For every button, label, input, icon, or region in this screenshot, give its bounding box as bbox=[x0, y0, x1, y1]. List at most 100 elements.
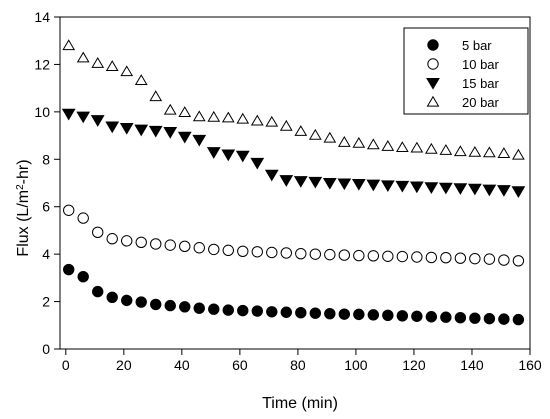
data-point bbox=[206, 147, 221, 159]
data-point bbox=[324, 248, 336, 261]
data-point bbox=[497, 185, 511, 197]
tick-labels: 0 20 40 60 80 100 120 140 160 0 2 4 6 8 10 12 14 bbox=[34, 9, 541, 373]
data-point bbox=[121, 294, 133, 307]
data-point bbox=[453, 145, 467, 157]
data-point bbox=[308, 128, 322, 140]
data-point bbox=[351, 178, 366, 191]
data-point bbox=[396, 310, 409, 322]
data-point bbox=[106, 291, 118, 304]
data-point bbox=[366, 138, 380, 150]
data-point bbox=[106, 233, 118, 245]
data-point bbox=[352, 136, 366, 148]
data-point bbox=[135, 296, 147, 308]
data-point bbox=[207, 110, 221, 122]
data-point bbox=[483, 312, 496, 325]
legend-label: 20 bar bbox=[462, 95, 500, 110]
data-point bbox=[150, 298, 162, 311]
data-point bbox=[121, 235, 133, 247]
legend-label: 5 bar bbox=[462, 38, 492, 53]
series-5-bar bbox=[63, 263, 525, 326]
data-point bbox=[266, 246, 278, 259]
x-axis-label: Time (min) bbox=[262, 395, 338, 412]
data-point bbox=[382, 309, 394, 322]
legend-marker bbox=[427, 58, 439, 70]
data-point bbox=[192, 134, 207, 147]
x-tick-label: 40 bbox=[174, 357, 190, 373]
data-point bbox=[323, 131, 337, 143]
data-point bbox=[179, 240, 191, 253]
data-point bbox=[265, 115, 279, 127]
data-point bbox=[179, 301, 191, 313]
data-point bbox=[134, 124, 149, 137]
data-point bbox=[498, 313, 510, 325]
data-point bbox=[236, 112, 250, 124]
data-point bbox=[149, 90, 163, 102]
data-point bbox=[280, 247, 292, 259]
data-point bbox=[105, 121, 120, 134]
data-point bbox=[498, 254, 510, 266]
y-axis-label-unit: -hr) bbox=[15, 159, 32, 184]
data-point bbox=[468, 145, 482, 157]
data-point bbox=[382, 250, 394, 262]
data-point bbox=[208, 243, 220, 256]
data-point bbox=[353, 308, 365, 321]
y-tick-label: 8 bbox=[42, 151, 50, 167]
data-point bbox=[178, 106, 192, 117]
data-point bbox=[77, 270, 89, 283]
data-point bbox=[192, 110, 206, 122]
data-point bbox=[264, 169, 279, 182]
data-point bbox=[279, 119, 293, 131]
data-point bbox=[293, 176, 308, 188]
data-point bbox=[396, 250, 409, 263]
data-point bbox=[250, 114, 264, 126]
y-tick-label: 10 bbox=[34, 104, 50, 120]
data-point bbox=[425, 311, 438, 323]
data-point bbox=[295, 247, 307, 260]
data-point bbox=[251, 246, 263, 258]
data-point bbox=[482, 184, 497, 197]
data-point bbox=[163, 103, 177, 115]
data-point bbox=[250, 157, 265, 170]
data-point bbox=[266, 306, 278, 318]
data-point bbox=[324, 307, 336, 320]
data-point bbox=[222, 244, 234, 257]
data-point bbox=[367, 309, 380, 321]
data-point bbox=[395, 180, 410, 193]
legend-marker bbox=[427, 39, 439, 51]
data-point bbox=[251, 305, 263, 317]
data-point bbox=[440, 311, 452, 323]
legend-label: 15 bar bbox=[462, 76, 500, 91]
data-point bbox=[105, 60, 119, 71]
data-markers bbox=[61, 39, 526, 326]
legend: 5 bar 10 bar 15 bar 20 bar bbox=[403, 27, 529, 115]
x-tick-label: 80 bbox=[290, 357, 306, 373]
data-point bbox=[468, 183, 482, 196]
data-point bbox=[90, 115, 105, 127]
data-point bbox=[366, 179, 381, 192]
data-point bbox=[119, 122, 134, 135]
plot-border bbox=[59, 16, 531, 350]
data-point bbox=[163, 127, 178, 139]
data-point bbox=[208, 303, 220, 315]
data-point bbox=[425, 251, 438, 264]
data-point bbox=[222, 304, 234, 316]
data-point bbox=[483, 253, 496, 265]
axis-ticks bbox=[54, 16, 531, 355]
data-point bbox=[279, 175, 294, 187]
data-point bbox=[483, 146, 496, 158]
plot-area bbox=[59, 16, 531, 350]
data-point bbox=[63, 263, 75, 276]
data-point bbox=[237, 245, 249, 257]
x-tick-label: 60 bbox=[232, 357, 248, 373]
data-point bbox=[469, 252, 481, 265]
legend-box bbox=[403, 27, 529, 115]
data-point bbox=[411, 310, 423, 322]
data-point bbox=[322, 178, 337, 190]
legend-marker bbox=[426, 78, 440, 90]
y-tick-label: 2 bbox=[42, 294, 50, 310]
data-point bbox=[92, 226, 104, 239]
data-point bbox=[76, 111, 91, 124]
data-point bbox=[294, 125, 308, 136]
data-point bbox=[410, 141, 424, 153]
